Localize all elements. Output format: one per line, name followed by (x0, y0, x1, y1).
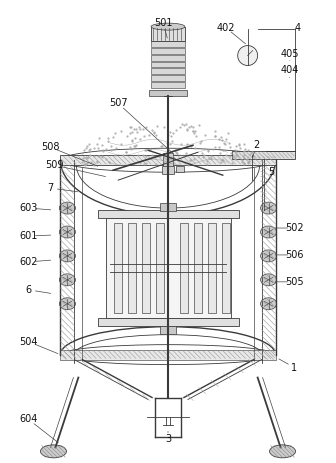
Text: 601: 601 (19, 231, 38, 241)
Bar (176, 166, 184, 172)
Ellipse shape (261, 298, 277, 310)
Text: 402: 402 (216, 23, 235, 32)
Bar (232, 151, 295, 159)
Text: 508: 508 (41, 142, 60, 152)
Bar (151, 55, 185, 61)
Bar (149, 90, 187, 96)
Bar (160, 203, 176, 211)
Bar (60, 155, 276, 165)
Text: 501: 501 (154, 18, 172, 28)
Circle shape (238, 45, 258, 65)
Text: 3: 3 (165, 434, 171, 444)
Bar (162, 166, 174, 174)
Bar (151, 41, 185, 47)
Bar (156, 223, 164, 313)
Ellipse shape (261, 226, 277, 238)
Bar (60, 350, 276, 360)
Text: 2: 2 (253, 140, 260, 150)
Text: 1: 1 (291, 363, 298, 373)
Bar (151, 62, 185, 68)
Text: 507: 507 (109, 98, 128, 108)
Bar (208, 223, 216, 313)
Bar (142, 223, 150, 313)
Ellipse shape (261, 274, 277, 286)
Text: 405: 405 (280, 49, 299, 58)
Ellipse shape (269, 445, 295, 458)
Text: 5: 5 (268, 167, 275, 177)
Ellipse shape (151, 23, 185, 30)
Ellipse shape (59, 202, 75, 214)
Text: 505: 505 (285, 277, 304, 287)
Ellipse shape (59, 250, 75, 262)
Bar (128, 223, 136, 313)
Text: 603: 603 (19, 203, 38, 213)
Bar (194, 223, 202, 313)
Bar (98, 318, 239, 325)
Text: 506: 506 (285, 250, 304, 260)
Text: 7: 7 (47, 183, 54, 193)
Bar (151, 26, 185, 41)
Text: 502: 502 (285, 223, 304, 233)
Text: 4: 4 (294, 23, 300, 32)
Text: 404: 404 (280, 65, 299, 75)
Ellipse shape (59, 298, 75, 310)
Text: 6: 6 (26, 285, 32, 295)
Text: 602: 602 (19, 257, 38, 267)
Bar (151, 82, 185, 88)
Bar (180, 223, 188, 313)
Bar (114, 223, 122, 313)
Bar (98, 210, 239, 218)
Ellipse shape (59, 226, 75, 238)
Text: 604: 604 (19, 414, 38, 425)
Ellipse shape (41, 445, 67, 458)
Bar (151, 69, 185, 75)
Bar (160, 325, 176, 334)
Bar (163, 153, 173, 167)
Ellipse shape (261, 250, 277, 262)
Ellipse shape (59, 274, 75, 286)
Text: 509: 509 (45, 160, 64, 170)
Bar (151, 48, 185, 54)
Bar (106, 218, 231, 318)
Text: 504: 504 (19, 337, 38, 347)
Ellipse shape (261, 202, 277, 214)
Bar (151, 75, 185, 81)
Bar (222, 223, 230, 313)
